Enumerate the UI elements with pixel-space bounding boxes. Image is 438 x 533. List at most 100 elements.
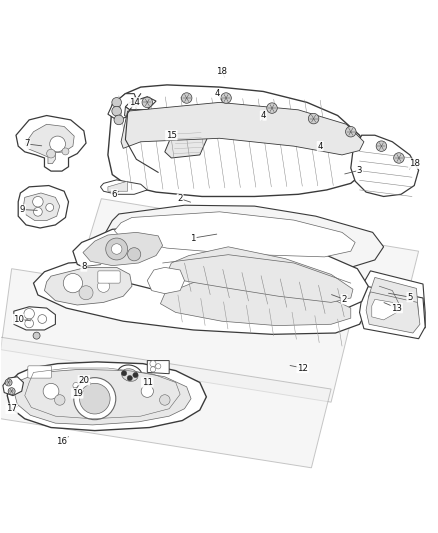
Text: 15: 15 (166, 131, 177, 140)
Text: 17: 17 (6, 404, 17, 413)
Circle shape (46, 204, 53, 212)
Polygon shape (164, 128, 208, 158)
Polygon shape (114, 212, 354, 257)
Polygon shape (23, 193, 60, 221)
Polygon shape (121, 102, 363, 155)
Polygon shape (3, 377, 23, 395)
Polygon shape (108, 181, 127, 191)
Text: 11: 11 (141, 378, 152, 387)
Polygon shape (0, 336, 330, 468)
Circle shape (375, 141, 386, 151)
Text: 20: 20 (78, 376, 89, 385)
Ellipse shape (121, 369, 138, 381)
Circle shape (62, 148, 69, 155)
Circle shape (63, 273, 82, 293)
Circle shape (393, 153, 403, 163)
Circle shape (127, 375, 132, 381)
Text: 19: 19 (72, 389, 82, 398)
Polygon shape (14, 369, 191, 425)
Circle shape (159, 395, 170, 405)
Circle shape (133, 373, 138, 378)
Circle shape (155, 364, 160, 369)
Circle shape (79, 384, 85, 390)
Circle shape (266, 103, 277, 114)
Circle shape (80, 380, 87, 387)
Text: 18: 18 (215, 67, 227, 76)
Circle shape (112, 98, 121, 107)
Polygon shape (33, 259, 367, 334)
Circle shape (38, 314, 46, 324)
Circle shape (121, 370, 127, 376)
Circle shape (97, 280, 110, 292)
Circle shape (5, 379, 12, 386)
Circle shape (150, 367, 155, 372)
Polygon shape (14, 307, 55, 330)
Text: 10: 10 (13, 314, 24, 324)
Polygon shape (359, 286, 424, 338)
Text: 4: 4 (260, 111, 265, 120)
Ellipse shape (117, 365, 142, 385)
Circle shape (46, 149, 55, 158)
Text: 16: 16 (57, 437, 67, 446)
Polygon shape (365, 292, 419, 333)
Circle shape (181, 93, 191, 103)
FancyBboxPatch shape (98, 271, 120, 283)
Circle shape (106, 238, 127, 260)
Polygon shape (18, 185, 68, 228)
Text: 2: 2 (341, 295, 346, 304)
Polygon shape (125, 96, 155, 110)
Circle shape (112, 107, 121, 116)
Polygon shape (160, 272, 350, 326)
Circle shape (8, 387, 15, 395)
Polygon shape (147, 268, 184, 294)
Polygon shape (166, 247, 352, 302)
Text: 12: 12 (297, 364, 307, 373)
Polygon shape (108, 85, 370, 197)
Text: 7: 7 (24, 140, 30, 149)
Polygon shape (147, 361, 169, 374)
Polygon shape (106, 205, 383, 268)
Circle shape (43, 383, 59, 399)
Polygon shape (350, 135, 418, 197)
Circle shape (73, 383, 79, 389)
Text: 13: 13 (390, 304, 401, 312)
Circle shape (141, 385, 153, 397)
Polygon shape (359, 271, 424, 334)
Text: 4: 4 (317, 142, 322, 151)
Circle shape (114, 115, 124, 125)
FancyBboxPatch shape (28, 366, 51, 378)
Text: 1: 1 (190, 233, 195, 243)
Circle shape (24, 309, 34, 319)
Text: 8: 8 (81, 262, 86, 271)
Circle shape (142, 97, 152, 108)
Circle shape (307, 114, 318, 124)
Circle shape (49, 136, 65, 152)
Circle shape (33, 332, 40, 339)
Polygon shape (108, 94, 138, 120)
Circle shape (150, 361, 155, 367)
Polygon shape (1, 269, 350, 402)
Circle shape (127, 248, 141, 261)
Polygon shape (77, 199, 418, 330)
Circle shape (220, 93, 231, 103)
Circle shape (79, 383, 110, 414)
Text: 9: 9 (20, 205, 25, 214)
Polygon shape (7, 362, 206, 431)
Circle shape (32, 197, 43, 207)
Polygon shape (16, 116, 86, 171)
Polygon shape (371, 300, 396, 320)
Circle shape (73, 387, 78, 392)
Circle shape (25, 319, 33, 328)
Circle shape (33, 207, 42, 216)
Circle shape (74, 378, 116, 419)
Polygon shape (71, 381, 90, 393)
Text: 5: 5 (406, 293, 412, 302)
Polygon shape (73, 225, 367, 310)
Polygon shape (83, 232, 162, 265)
Text: 4: 4 (214, 89, 219, 98)
Text: 18: 18 (408, 159, 419, 168)
Circle shape (345, 126, 355, 137)
Polygon shape (124, 107, 147, 118)
Circle shape (54, 395, 65, 405)
Polygon shape (25, 124, 74, 164)
